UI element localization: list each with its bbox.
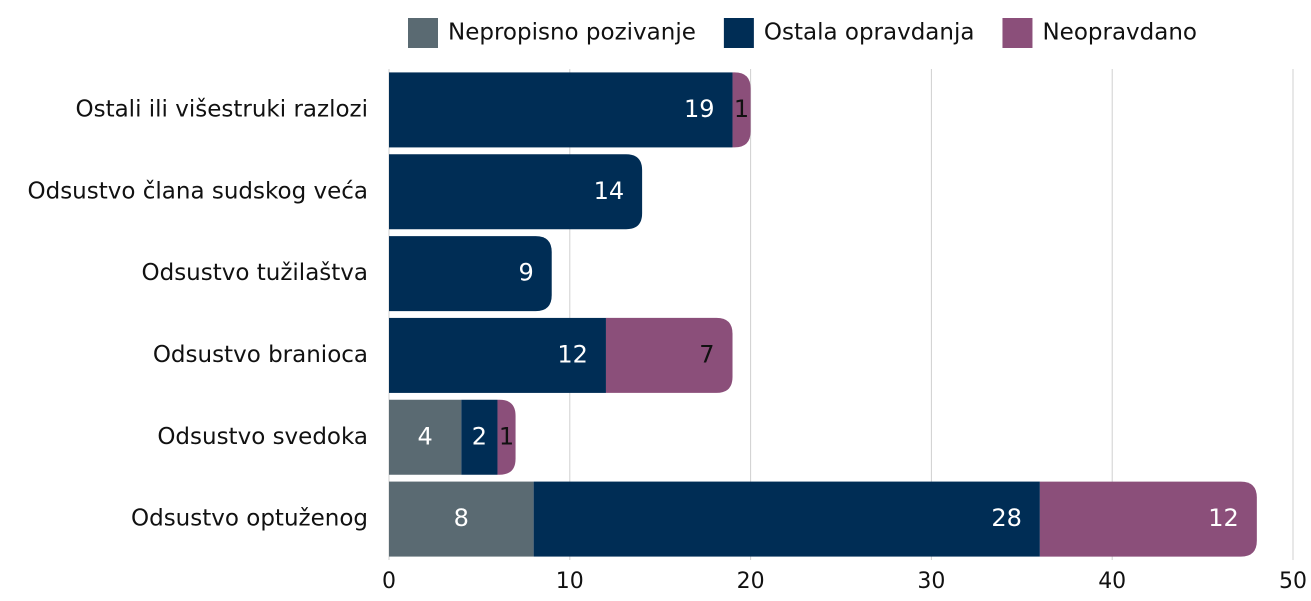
x-tick-label: 20 xyxy=(737,569,765,594)
legend-label: Neopravdano xyxy=(1042,20,1197,46)
bar-segment xyxy=(389,72,733,148)
bar-segment xyxy=(461,399,498,475)
legend-label: Ostala opravdanja xyxy=(764,20,975,46)
bar-segment xyxy=(389,399,462,475)
bar-segment xyxy=(389,154,643,230)
bar-segment xyxy=(1039,481,1257,557)
data-label: 2 xyxy=(472,422,487,450)
legend-swatch xyxy=(1002,18,1033,48)
data-label: 12 xyxy=(1208,504,1239,532)
data-label: 19 xyxy=(684,95,715,123)
bar-segment xyxy=(605,317,733,393)
data-label: 14 xyxy=(594,177,625,205)
legend-swatch xyxy=(408,18,438,48)
x-tick-label: 10 xyxy=(556,569,584,594)
y-tick-label: Odsustvo svedoka xyxy=(157,424,368,450)
data-label: 7 xyxy=(699,340,714,368)
x-tick-label: 50 xyxy=(1279,569,1307,594)
bar-segment xyxy=(389,236,552,312)
data-label: 12 xyxy=(557,340,588,368)
y-tick-label: Odsustvo optuženog xyxy=(131,506,368,532)
y-tick-label: Odsustvo branioca xyxy=(153,342,368,368)
data-label: 8 xyxy=(454,504,469,532)
bar-segment xyxy=(389,317,606,393)
x-tick-label: 0 xyxy=(382,569,396,594)
y-tick-label: Odsustvo člana sudskog veća xyxy=(28,178,369,204)
bar-segment xyxy=(497,399,516,475)
y-tick-label: Odsustvo tužilaštva xyxy=(141,260,368,286)
bar-segment xyxy=(389,481,534,557)
bar-segment xyxy=(732,72,751,148)
data-label: 9 xyxy=(518,259,533,287)
bar-segment xyxy=(533,481,1040,557)
data-label: 1 xyxy=(499,422,514,450)
legend-swatch xyxy=(723,18,754,48)
data-label: 4 xyxy=(418,422,433,450)
x-tick-label: 40 xyxy=(1098,569,1126,594)
y-tick-label: Ostali ili višestruki razlozi xyxy=(75,96,368,122)
x-tick-label: 30 xyxy=(917,569,945,594)
data-label: 1 xyxy=(734,95,749,123)
data-label: 28 xyxy=(991,504,1022,532)
legend-label: Nepropisno pozivanje xyxy=(448,20,696,46)
